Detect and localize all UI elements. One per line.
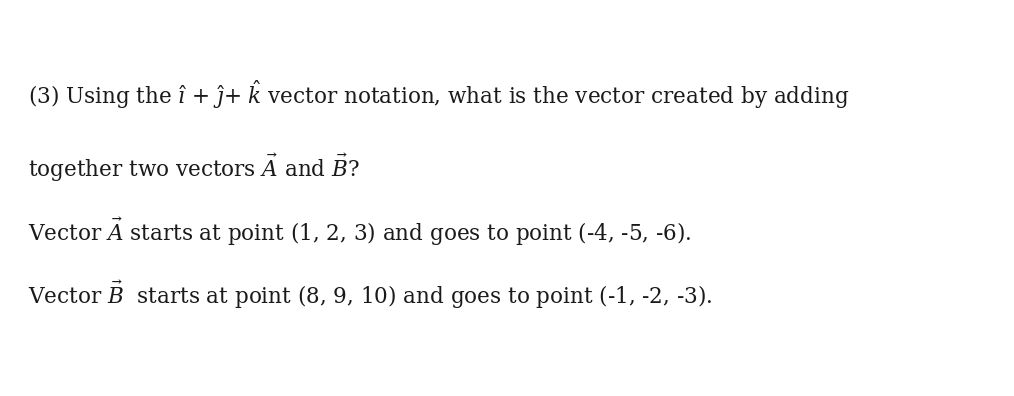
Text: (3) Using the $\hat{\imath}$ + $\hat{\jmath}$+ $\hat{k}$ vector notation, what i: (3) Using the $\hat{\imath}$ + $\hat{\jm… — [28, 79, 850, 111]
Text: Vector $\vec{A}$ starts at point (1, 2, 3) and goes to point (-4, -5, -6).: Vector $\vec{A}$ starts at point (1, 2, … — [28, 215, 692, 248]
Text: together two vectors $\vec{A}$ and $\vec{B}$?: together two vectors $\vec{A}$ and $\vec… — [28, 152, 360, 185]
Text: Vector $\vec{B}$  starts at point (8, 9, 10) and goes to point (-1, -2, -3).: Vector $\vec{B}$ starts at point (8, 9, … — [28, 279, 713, 311]
